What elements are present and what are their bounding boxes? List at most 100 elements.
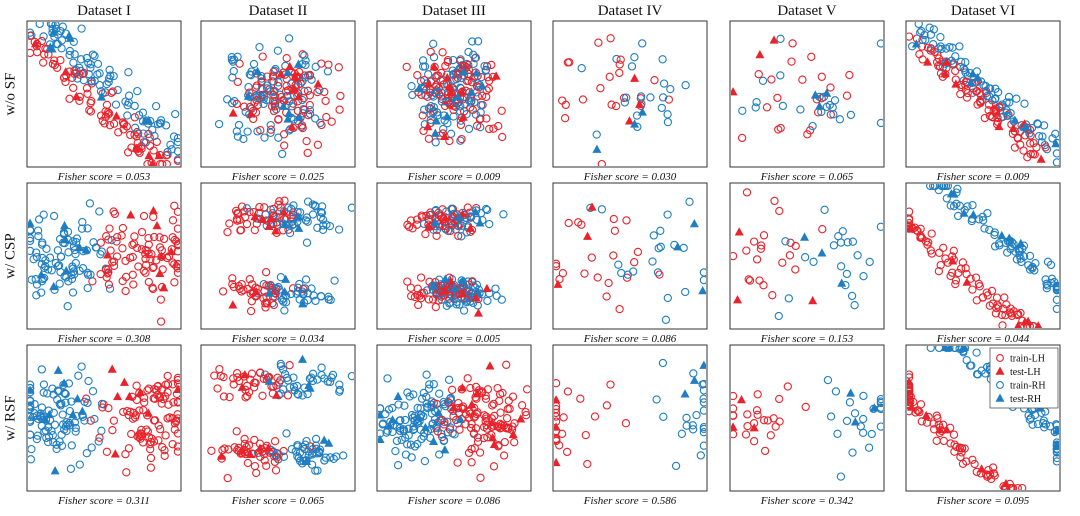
train-point	[914, 22, 923, 29]
test-point	[1004, 233, 1014, 242]
train-point	[144, 240, 153, 249]
train-point	[78, 264, 88, 273]
train-point	[464, 448, 474, 458]
train-point	[432, 231, 441, 240]
train-point	[401, 415, 410, 425]
train-point	[90, 76, 99, 85]
train-point	[47, 426, 56, 436]
train-point	[932, 411, 941, 420]
train-point	[239, 134, 248, 144]
train-point	[86, 416, 95, 425]
points	[207, 354, 354, 483]
train-point	[252, 468, 261, 478]
train-point	[104, 77, 113, 87]
train-point	[109, 119, 119, 128]
train-point	[141, 268, 150, 277]
train-point	[590, 412, 600, 421]
train-point	[275, 213, 285, 222]
test-point	[298, 299, 308, 308]
train-point	[798, 75, 807, 84]
train-point	[275, 197, 284, 206]
train-point	[663, 210, 672, 219]
train-point	[39, 380, 49, 389]
train-point	[255, 368, 265, 378]
test-point	[131, 143, 141, 152]
train-point	[437, 68, 446, 78]
train-point	[56, 252, 66, 261]
train-point	[234, 209, 243, 218]
train-point	[149, 146, 158, 155]
train-point	[334, 63, 343, 72]
test-point	[959, 208, 969, 217]
test-point	[294, 112, 304, 121]
train-point	[123, 111, 132, 120]
train-point	[28, 430, 35, 439]
train-point	[141, 254, 150, 264]
train-point	[141, 260, 151, 270]
train-point	[86, 98, 95, 108]
train-point	[826, 83, 835, 92]
train-point	[775, 206, 784, 216]
train-point	[785, 251, 795, 260]
test-point	[36, 270, 46, 279]
train-point	[741, 430, 751, 439]
train-point	[87, 443, 96, 452]
train-point	[108, 87, 117, 96]
train-point	[847, 291, 857, 301]
points	[554, 197, 706, 324]
test-point	[977, 464, 987, 473]
train-point	[564, 218, 573, 228]
train-point	[490, 411, 499, 421]
test-point	[630, 119, 640, 128]
train-point	[276, 359, 285, 369]
train-point	[452, 297, 461, 307]
train-point	[1025, 265, 1035, 274]
test-point	[1034, 321, 1043, 328]
train-point	[982, 92, 992, 101]
train-point	[95, 433, 104, 442]
test-point	[475, 218, 485, 227]
test-point	[994, 121, 1004, 131]
train-point	[161, 121, 171, 130]
fisher-prefix: Fisher score =	[407, 495, 476, 507]
train-point	[807, 52, 816, 61]
train-point	[302, 436, 311, 446]
train-point	[447, 204, 457, 213]
train-point	[699, 441, 706, 450]
test-point	[470, 207, 480, 216]
fisher-score-label: Fisher score = 0.025	[231, 171, 325, 183]
train-point	[168, 216, 178, 225]
test-point	[1021, 121, 1031, 131]
test-point	[264, 376, 274, 385]
train-point	[823, 375, 833, 385]
train-point	[432, 108, 442, 117]
train-point	[986, 84, 995, 93]
train-point	[137, 227, 147, 237]
train-point	[583, 459, 592, 469]
train-point	[610, 226, 620, 235]
train-point	[1046, 422, 1055, 431]
train-point	[936, 32, 945, 42]
train-point	[1016, 140, 1025, 149]
train-point	[915, 408, 924, 417]
train-point	[167, 145, 176, 154]
train-point	[479, 433, 489, 443]
train-point	[956, 264, 966, 273]
train-point	[468, 37, 477, 46]
train-point	[279, 446, 288, 456]
test-point	[319, 435, 329, 444]
train-point	[32, 291, 41, 300]
train-point	[636, 92, 646, 101]
train-point	[831, 387, 841, 396]
train-point	[280, 196, 289, 205]
train-point	[1007, 309, 1016, 318]
test-point	[388, 415, 398, 424]
train-point	[155, 233, 164, 242]
test-point	[734, 227, 744, 236]
test-point	[173, 384, 180, 393]
train-point	[454, 231, 463, 241]
train-point	[927, 229, 936, 238]
test-point	[968, 210, 978, 219]
train-point	[123, 148, 133, 157]
train-point	[133, 86, 142, 96]
